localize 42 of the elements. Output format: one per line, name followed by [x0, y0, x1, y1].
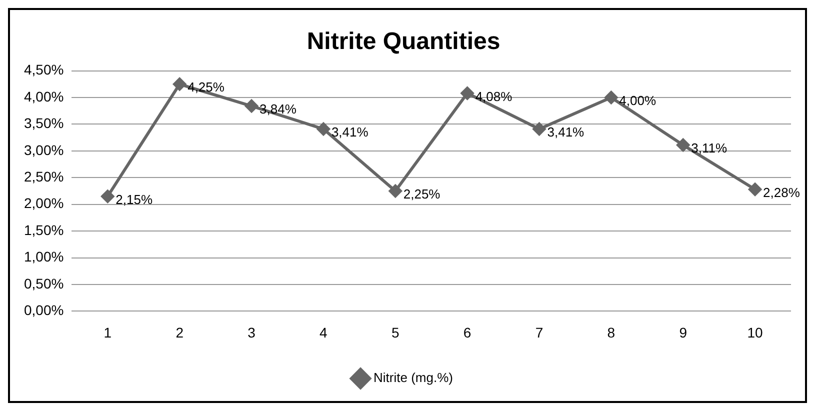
point [604, 91, 618, 104]
y-tick-label: 3,00% [24, 142, 64, 158]
y-tick-label: 0,00% [24, 302, 64, 318]
data-label: 3,11% [691, 140, 728, 156]
x-tick-label: 2 [176, 324, 184, 340]
point [748, 182, 762, 196]
point [173, 78, 186, 91]
data-label: 4,25% [188, 80, 225, 95]
y-tick-label: 1,50% [24, 222, 64, 238]
x-tick-label: 10 [747, 324, 764, 340]
y-tick-label: 2,00% [24, 195, 64, 212]
x-tick-label: 1 [104, 324, 112, 340]
data-label: 3,41% [331, 124, 369, 140]
legend-label: Nitrite (mg.%) [374, 370, 453, 386]
x-tick-label: 5 [391, 324, 400, 340]
point [101, 190, 114, 203]
x-tick-label: 7 [535, 324, 544, 340]
point [532, 122, 546, 136]
x-tick-label: 3 [248, 324, 256, 340]
data-label: 3,84% [260, 102, 297, 117]
y-tick-label: 4,00% [24, 88, 64, 104]
y-tick-label: 0,50% [24, 275, 64, 292]
point [245, 100, 258, 113]
data-label: 4,00% [619, 93, 656, 108]
point [316, 122, 330, 136]
y-tick-label: 2,50% [24, 168, 64, 185]
point [676, 138, 690, 152]
x-tick-label: 8 [607, 324, 616, 340]
point [388, 184, 402, 198]
data-label: 3,41% [547, 124, 585, 140]
point [460, 86, 474, 100]
x-tick-label: 6 [463, 324, 472, 340]
y-tick-label: 3,50% [24, 115, 64, 132]
data-label: 4,08% [475, 88, 513, 104]
chart-title: Nitrite Quantities [306, 28, 500, 56]
y-tick-label: 1,00% [24, 248, 64, 265]
y-tick-label: 4,50% [24, 62, 64, 78]
x-tick-label: 9 [679, 324, 688, 340]
data-label: 2,15% [116, 192, 153, 207]
x-tick-label: 4 [320, 324, 328, 340]
data-label: 2,28% [763, 184, 800, 200]
data-label: 2,25% [403, 186, 441, 202]
